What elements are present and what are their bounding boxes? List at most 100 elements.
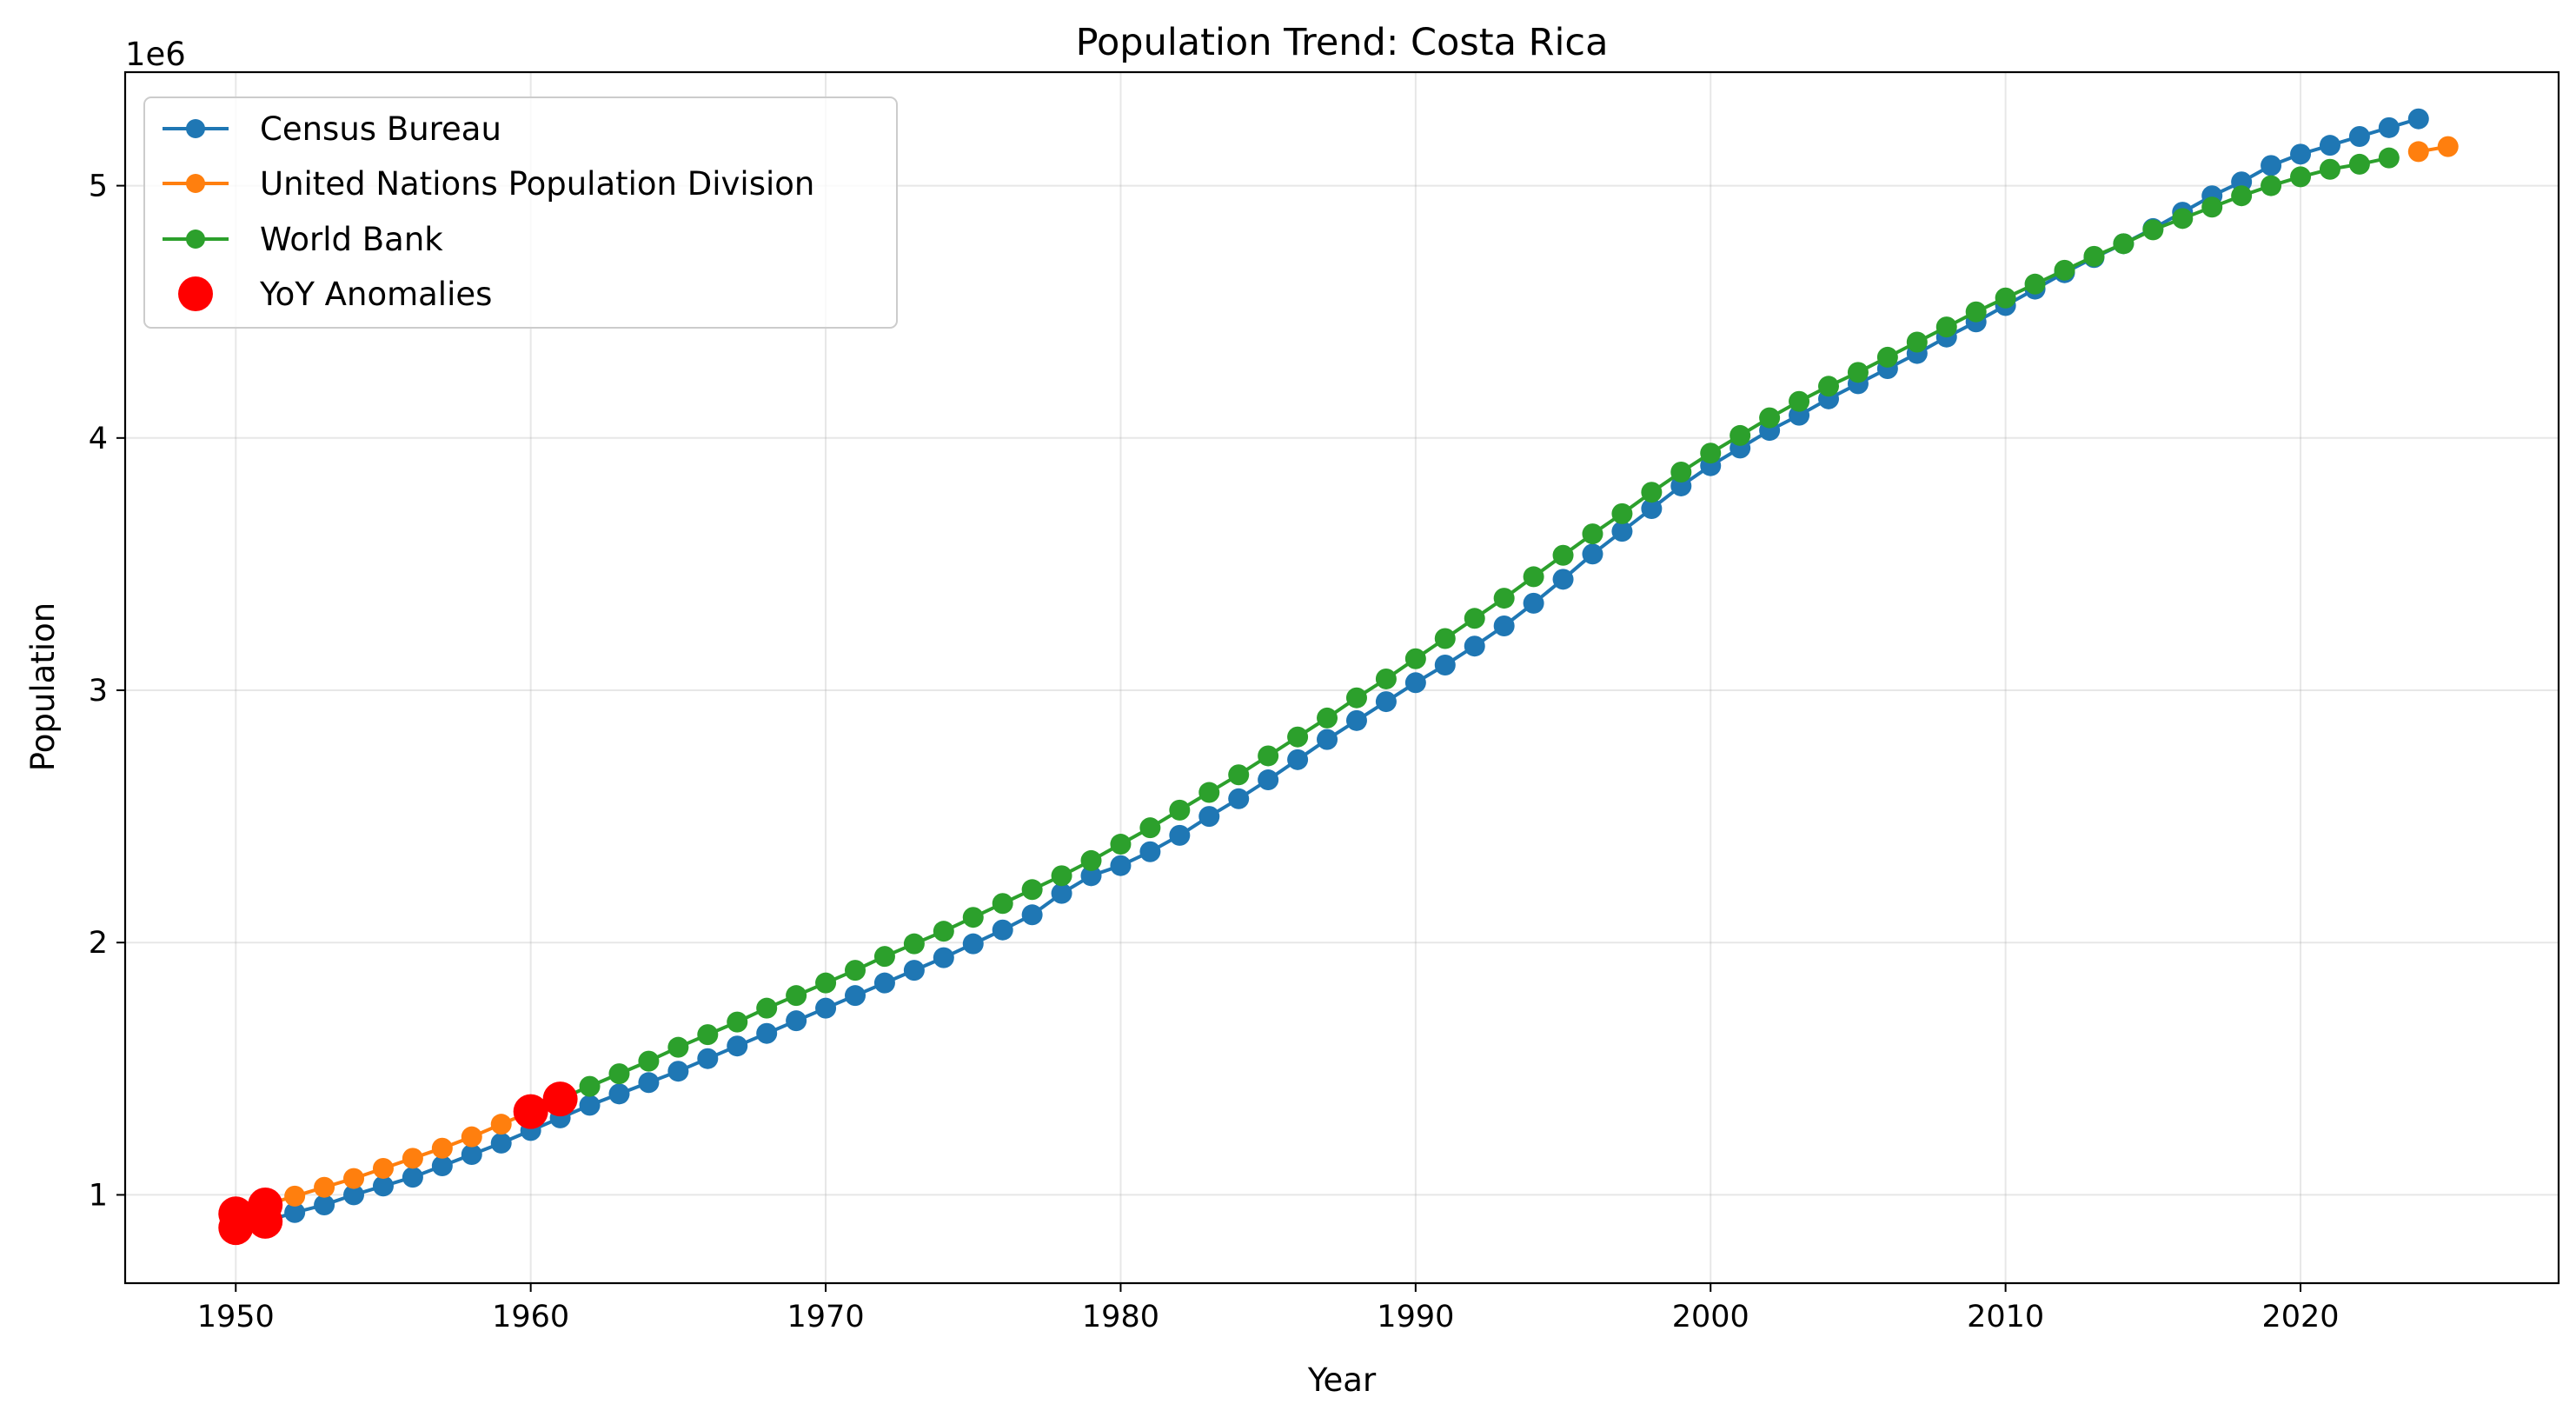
data-point-census-bureau [1552,569,1574,590]
data-point-world-bank [1582,523,1603,545]
data-point-world-bank [1847,362,1869,383]
data-point-census-bureau [1051,882,1072,904]
data-point-census-bureau [727,1035,748,1057]
data-point-world-bank [1641,482,1663,503]
data-point-world-bank [1021,879,1043,901]
data-point-census-bureau [1404,672,1426,694]
anomaly-point [513,1094,548,1129]
legend-label-world-bank: World Bank [260,221,443,258]
data-point-census-bureau [1198,806,1220,828]
x-tick-label: 1950 [197,1300,275,1334]
y-tick-label: 3 [89,674,108,709]
x-tick-label: 1990 [1377,1300,1454,1334]
anomaly-point [542,1081,578,1117]
anomaly-layer [218,1081,578,1246]
data-point-census-bureau [1080,865,1102,887]
legend-label-census-bureau: Census Bureau [260,110,501,148]
data-point-world-bank [1818,376,1839,397]
x-tick-label: 1960 [492,1300,569,1334]
data-point-united-nations-population-division [2407,141,2429,163]
data-point-world-bank [1110,834,1132,855]
data-point-world-bank [1080,849,1102,871]
legend: Census Bureau United Nations Population … [143,96,898,329]
data-point-census-bureau [1493,616,1515,637]
data-point-world-bank [1228,764,1250,786]
data-point-united-nations-population-division [402,1148,423,1169]
data-point-census-bureau [2348,126,2370,148]
data-point-world-bank [1169,799,1191,821]
data-point-world-bank [2348,153,2370,175]
data-point-world-bank [933,921,954,942]
series-world-bank [520,147,2400,1121]
data-point-world-bank [1434,628,1456,649]
data-point-world-bank [2083,245,2105,267]
data-point-world-bank [1789,390,1810,412]
data-point-census-bureau [1375,691,1397,713]
data-point-world-bank [608,1063,630,1085]
data-point-world-bank [1345,687,1367,709]
data-point-census-bureau [2407,108,2429,130]
data-point-world-bank [1317,707,1338,729]
data-point-world-bank [1523,566,1544,588]
anomaly-point [218,1196,254,1232]
legend-entry-world-bank: World Bank [163,221,443,258]
data-point-world-bank [1198,782,1220,803]
data-point-census-bureau [608,1083,630,1105]
data-point-world-bank [1051,865,1072,887]
data-point-world-bank [2231,185,2253,207]
data-point-census-bureau [756,1022,778,1044]
data-point-united-nations-population-division [431,1137,453,1159]
data-point-census-bureau [402,1167,423,1188]
data-point-united-nations-population-division [372,1157,394,1179]
data-point-census-bureau [314,1194,335,1216]
data-point-world-bank [2024,273,2046,295]
anomaly-point [248,1188,283,1223]
tick-layer: 1950 1960 1970 1980 1990 2000 2010 2020 1 2 3 4 5 [89,170,2340,1334]
legend-box [143,96,898,329]
data-point-world-bank [667,1036,689,1058]
data-point-world-bank [1700,443,1722,464]
data-point-census-bureau [933,947,954,968]
data-point-census-bureau [1434,654,1456,675]
data-point-census-bureau [873,972,895,994]
legend-entry-census-bureau: Census Bureau [163,110,501,148]
x-tick-label: 1970 [787,1300,865,1334]
data-point-world-bank [815,972,837,994]
data-point-world-bank [727,1011,748,1033]
data-point-census-bureau [638,1072,660,1094]
data-point-world-bank [1876,346,1898,368]
data-point-census-bureau [431,1155,453,1177]
data-point-census-bureau [2319,135,2340,156]
x-tick-label: 1980 [1082,1300,1159,1334]
data-point-world-bank [2142,219,2164,241]
data-point-world-bank [2113,233,2134,255]
data-point-world-bank [1965,301,1987,323]
legend-marker-world-bank [186,230,205,249]
data-point-census-bureau [2378,116,2400,138]
data-point-world-bank [2378,147,2400,169]
data-point-world-bank [2261,175,2282,196]
data-point-census-bureau [461,1143,482,1165]
data-point-world-bank [1493,588,1515,609]
data-point-world-bank [579,1075,601,1097]
data-point-census-bureau [372,1175,394,1197]
data-point-world-bank [992,893,1013,915]
data-point-world-bank [1139,817,1161,839]
data-point-world-bank [2319,158,2340,180]
plot-frame [123,70,2560,1285]
data-point-world-bank [1258,745,1279,767]
data-point-world-bank [1287,726,1309,748]
legend-entry-yoy-anomalies: YoY Anomalies [178,276,492,313]
data-point-world-bank [903,933,925,955]
data-point-world-bank [1611,502,1633,524]
data-point-census-bureau [786,1010,807,1032]
data-point-world-bank [756,997,778,1019]
data-point-world-bank [1906,331,1928,353]
data-point-census-bureau [815,997,837,1019]
y-tick-label: 5 [89,170,108,204]
y-tick-label: 1 [89,1178,108,1213]
data-point-census-bureau [284,1201,306,1223]
data-point-world-bank [873,946,895,968]
series-layer [225,108,2459,1239]
